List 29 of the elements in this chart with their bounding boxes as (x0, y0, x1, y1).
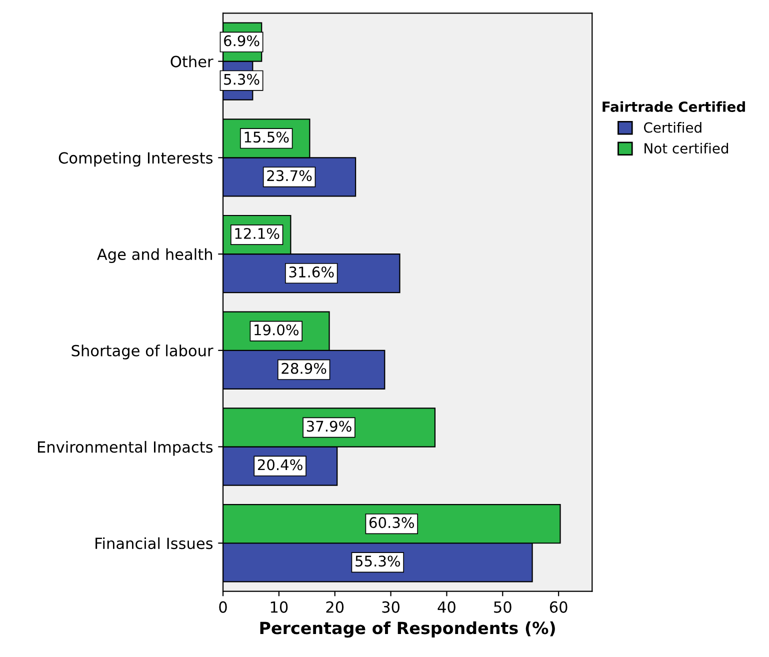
y-tick-label: Financial Issues (96, 537, 213, 550)
x-axis-title: Percentage of Respondents (%) (260, 621, 555, 638)
data-label: 28.9% (282, 362, 326, 374)
y-tick-label: Age and health (97, 248, 212, 264)
data-label: 31.6% (289, 266, 334, 278)
data-label: 60.3% (369, 517, 414, 528)
legend-label: Certified (644, 122, 702, 133)
x-tick-label: 10 (270, 601, 288, 613)
y-tick-label: Other (170, 56, 214, 68)
data-label: 23.7% (267, 170, 312, 182)
data-label: 19.0% (254, 324, 298, 336)
x-tick-label: 40 (438, 601, 456, 613)
y-tick-label: Competing Interests (58, 152, 213, 167)
x-tick-label: 50 (494, 601, 512, 613)
x-tick-label: 60 (550, 601, 568, 613)
y-tick-label: Shortage of labour (72, 344, 214, 360)
data-label: 15.5% (244, 132, 289, 143)
data-label: 37.9% (306, 420, 352, 432)
x-tick-label: 0 (219, 601, 227, 613)
x-tick-label: 20 (326, 601, 344, 613)
legend-label: Not certified (644, 142, 728, 154)
data-label: 6.9% (224, 35, 260, 46)
x-tick-label: 30 (382, 601, 400, 613)
data-label: 55.3% (356, 556, 400, 567)
legend-title: Fairtrade Certified (602, 101, 745, 112)
data-label: 20.4% (258, 459, 302, 470)
data-label: 5.3% (224, 74, 260, 85)
data-label: 12.1% (235, 228, 280, 239)
y-tick-label: Environmental Impacts (38, 440, 213, 456)
